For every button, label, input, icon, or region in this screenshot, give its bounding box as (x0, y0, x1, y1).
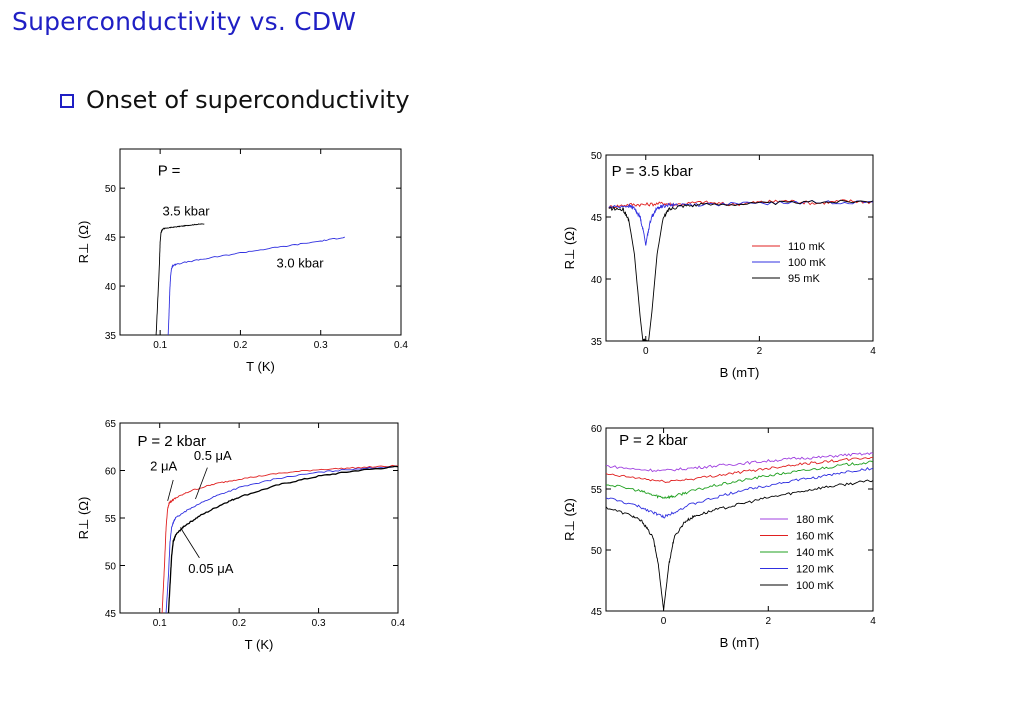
legend-label-180-mk: 180 mK (796, 514, 835, 526)
y-tick-label: 50 (591, 546, 603, 557)
leader-line (195, 467, 208, 500)
leader-line (180, 527, 200, 559)
series-line-0-5-a (165, 465, 398, 613)
plot-frame (119, 148, 402, 336)
bullet-text: Onset of superconductivity (86, 86, 410, 114)
slide-title: Superconductivity vs. CDW (12, 7, 357, 36)
series-line-2-a (161, 464, 398, 613)
series-line-100-mk (606, 479, 873, 610)
x-tick-label: 0 (661, 616, 667, 627)
series-group (606, 452, 873, 610)
y-tick-label: 50 (105, 184, 117, 195)
x-tick-label: 2 (766, 616, 772, 627)
y-tick-label: 45 (105, 609, 117, 620)
x-tick-label: 0.4 (391, 618, 405, 629)
series-line-100-mk (608, 200, 873, 246)
plot-frame (119, 422, 399, 614)
y-tick-label: 40 (591, 275, 603, 286)
y-axis-label: R⊥ (Ω) (76, 497, 91, 540)
legend-label-95-mk: 95 mK (788, 273, 820, 285)
annotation-p-2-kbar: P = 2 kbar (137, 433, 206, 450)
chart-r-vs-b-3p5kbar: 0 2 4 35 40 45 50 B (mT) R⊥ (Ω) P = 3.5 kbar 110 m… (562, 151, 876, 380)
series-line-120-mk (606, 466, 873, 519)
series-line-3-5-kbar (155, 223, 205, 335)
y-tick-label: 45 (591, 213, 603, 224)
x-tick-label: 4 (870, 346, 876, 357)
y-tick-label: 50 (591, 151, 603, 162)
y-axis-label: R⊥ (Ω) (76, 221, 91, 264)
y-axis-label: R⊥ (Ω) (562, 227, 577, 270)
chart-r-vs-t-current: 0.1 0.2 0.3 0.4 45 50 55 60 65 T (K) R⊥ (Ω) P = 2 k… (76, 419, 405, 652)
y-tick-label: 35 (591, 337, 603, 348)
legend-label-100-mk: 100 mK (796, 580, 835, 592)
x-tick-label: 0.2 (232, 618, 246, 629)
series-group (155, 223, 345, 335)
x-tick-label: 0.3 (314, 340, 328, 351)
x-axis-label: T (K) (246, 359, 275, 374)
legend-label-110-mk: 110 mK (788, 241, 826, 253)
y-tick-label: 55 (105, 514, 117, 525)
y-tick-label: 45 (591, 607, 603, 618)
series-group (608, 199, 873, 341)
annotation-3-0-kbar: 3.0 kbar (277, 255, 325, 270)
annotation-p-3-5-kbar: P = 3.5 kbar (612, 163, 693, 180)
checkbox-bullet-icon (60, 94, 74, 108)
x-tick-label: 0.1 (153, 340, 167, 351)
series-line-0-05-a (167, 465, 398, 613)
x-tick-label: 0.3 (312, 618, 326, 629)
bullet-item: Onset of superconductivity (60, 86, 410, 114)
legend-label-140-mk: 140 mK (796, 547, 835, 559)
annotation-0-5-a: 0.5 μA (194, 448, 232, 463)
x-axis-label: B (mT) (720, 365, 760, 380)
annotation-0-05-a: 0.05 μA (188, 561, 233, 576)
series-group (161, 464, 398, 613)
legend-label-160-mk: 160 mK (796, 531, 835, 543)
y-axis-label: R⊥ (Ω) (562, 498, 577, 541)
annotation-p: P = (158, 162, 181, 179)
y-tick-label: 60 (105, 467, 117, 478)
series-line-3-0-kbar (167, 236, 345, 335)
series-line-95-mk (608, 199, 873, 341)
x-tick-label: 2 (757, 346, 763, 357)
y-tick-label: 65 (105, 419, 117, 430)
annotation-3-5-kbar: 3.5 kbar (163, 204, 211, 219)
x-tick-label: 0.2 (233, 340, 247, 351)
annotation-2-a: 2 μA (150, 459, 177, 474)
x-axis-label: B (mT) (720, 635, 760, 650)
y-tick-label: 55 (591, 485, 603, 496)
annotation-p-2-kbar: P = 2 kbar (619, 432, 688, 449)
leader-line (167, 479, 174, 502)
x-tick-label: 4 (870, 616, 876, 627)
x-tick-label: 0 (643, 346, 649, 357)
legend-label-100-mk: 100 mK (788, 257, 827, 269)
x-axis-label: T (K) (245, 637, 274, 652)
x-tick-label: 0.1 (153, 618, 167, 629)
plot-frame (605, 154, 874, 342)
series-line-180-mk (606, 452, 873, 473)
series-line-140-mk (606, 460, 873, 500)
plot-frame (605, 427, 874, 612)
y-tick-label: 35 (105, 331, 117, 342)
y-tick-label: 40 (105, 282, 117, 293)
y-tick-label: 60 (591, 424, 603, 435)
chart-r-vs-t-pressure: 0.1 0.2 0.3 0.4 35 40 45 50 T (K) R⊥ (Ω) P = 3.5 kb… (76, 148, 408, 374)
chart-r-vs-b-2kbar: 0 2 4 45 50 55 60 B (mT) R⊥ (Ω) P = 2 kbar 180 mK 1… (562, 424, 876, 650)
series-line-160-mk (606, 456, 873, 483)
y-tick-label: 45 (105, 233, 117, 244)
x-tick-label: 0.4 (394, 340, 408, 351)
legend-label-120-mk: 120 mK (796, 564, 835, 576)
y-tick-label: 50 (105, 562, 117, 573)
